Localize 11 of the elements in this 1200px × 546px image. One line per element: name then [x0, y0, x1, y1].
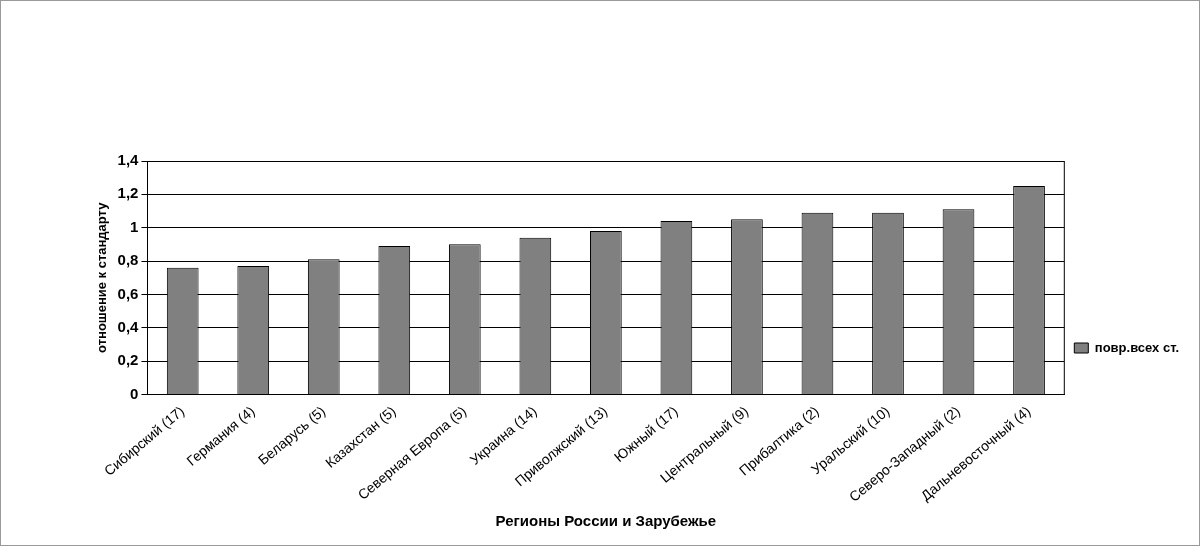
y-tick-label: 0,4: [117, 317, 140, 335]
x-axis-title: Регионы России и Зарубежье: [495, 512, 717, 530]
y-tick-label: 1,4: [117, 151, 140, 169]
legend-label: повр.всех ст.: [1094, 339, 1179, 355]
y-tick-label: 0: [130, 384, 139, 402]
y-tick-label: 1,2: [117, 184, 139, 202]
y-tick-label: 1: [130, 217, 139, 235]
y-tick-label: 0,8: [117, 251, 139, 269]
y-tick-label: 0,2: [117, 351, 139, 369]
y-axis-title: отношение к стандарту: [94, 201, 110, 353]
y-tick-label: 0,6: [117, 284, 139, 302]
